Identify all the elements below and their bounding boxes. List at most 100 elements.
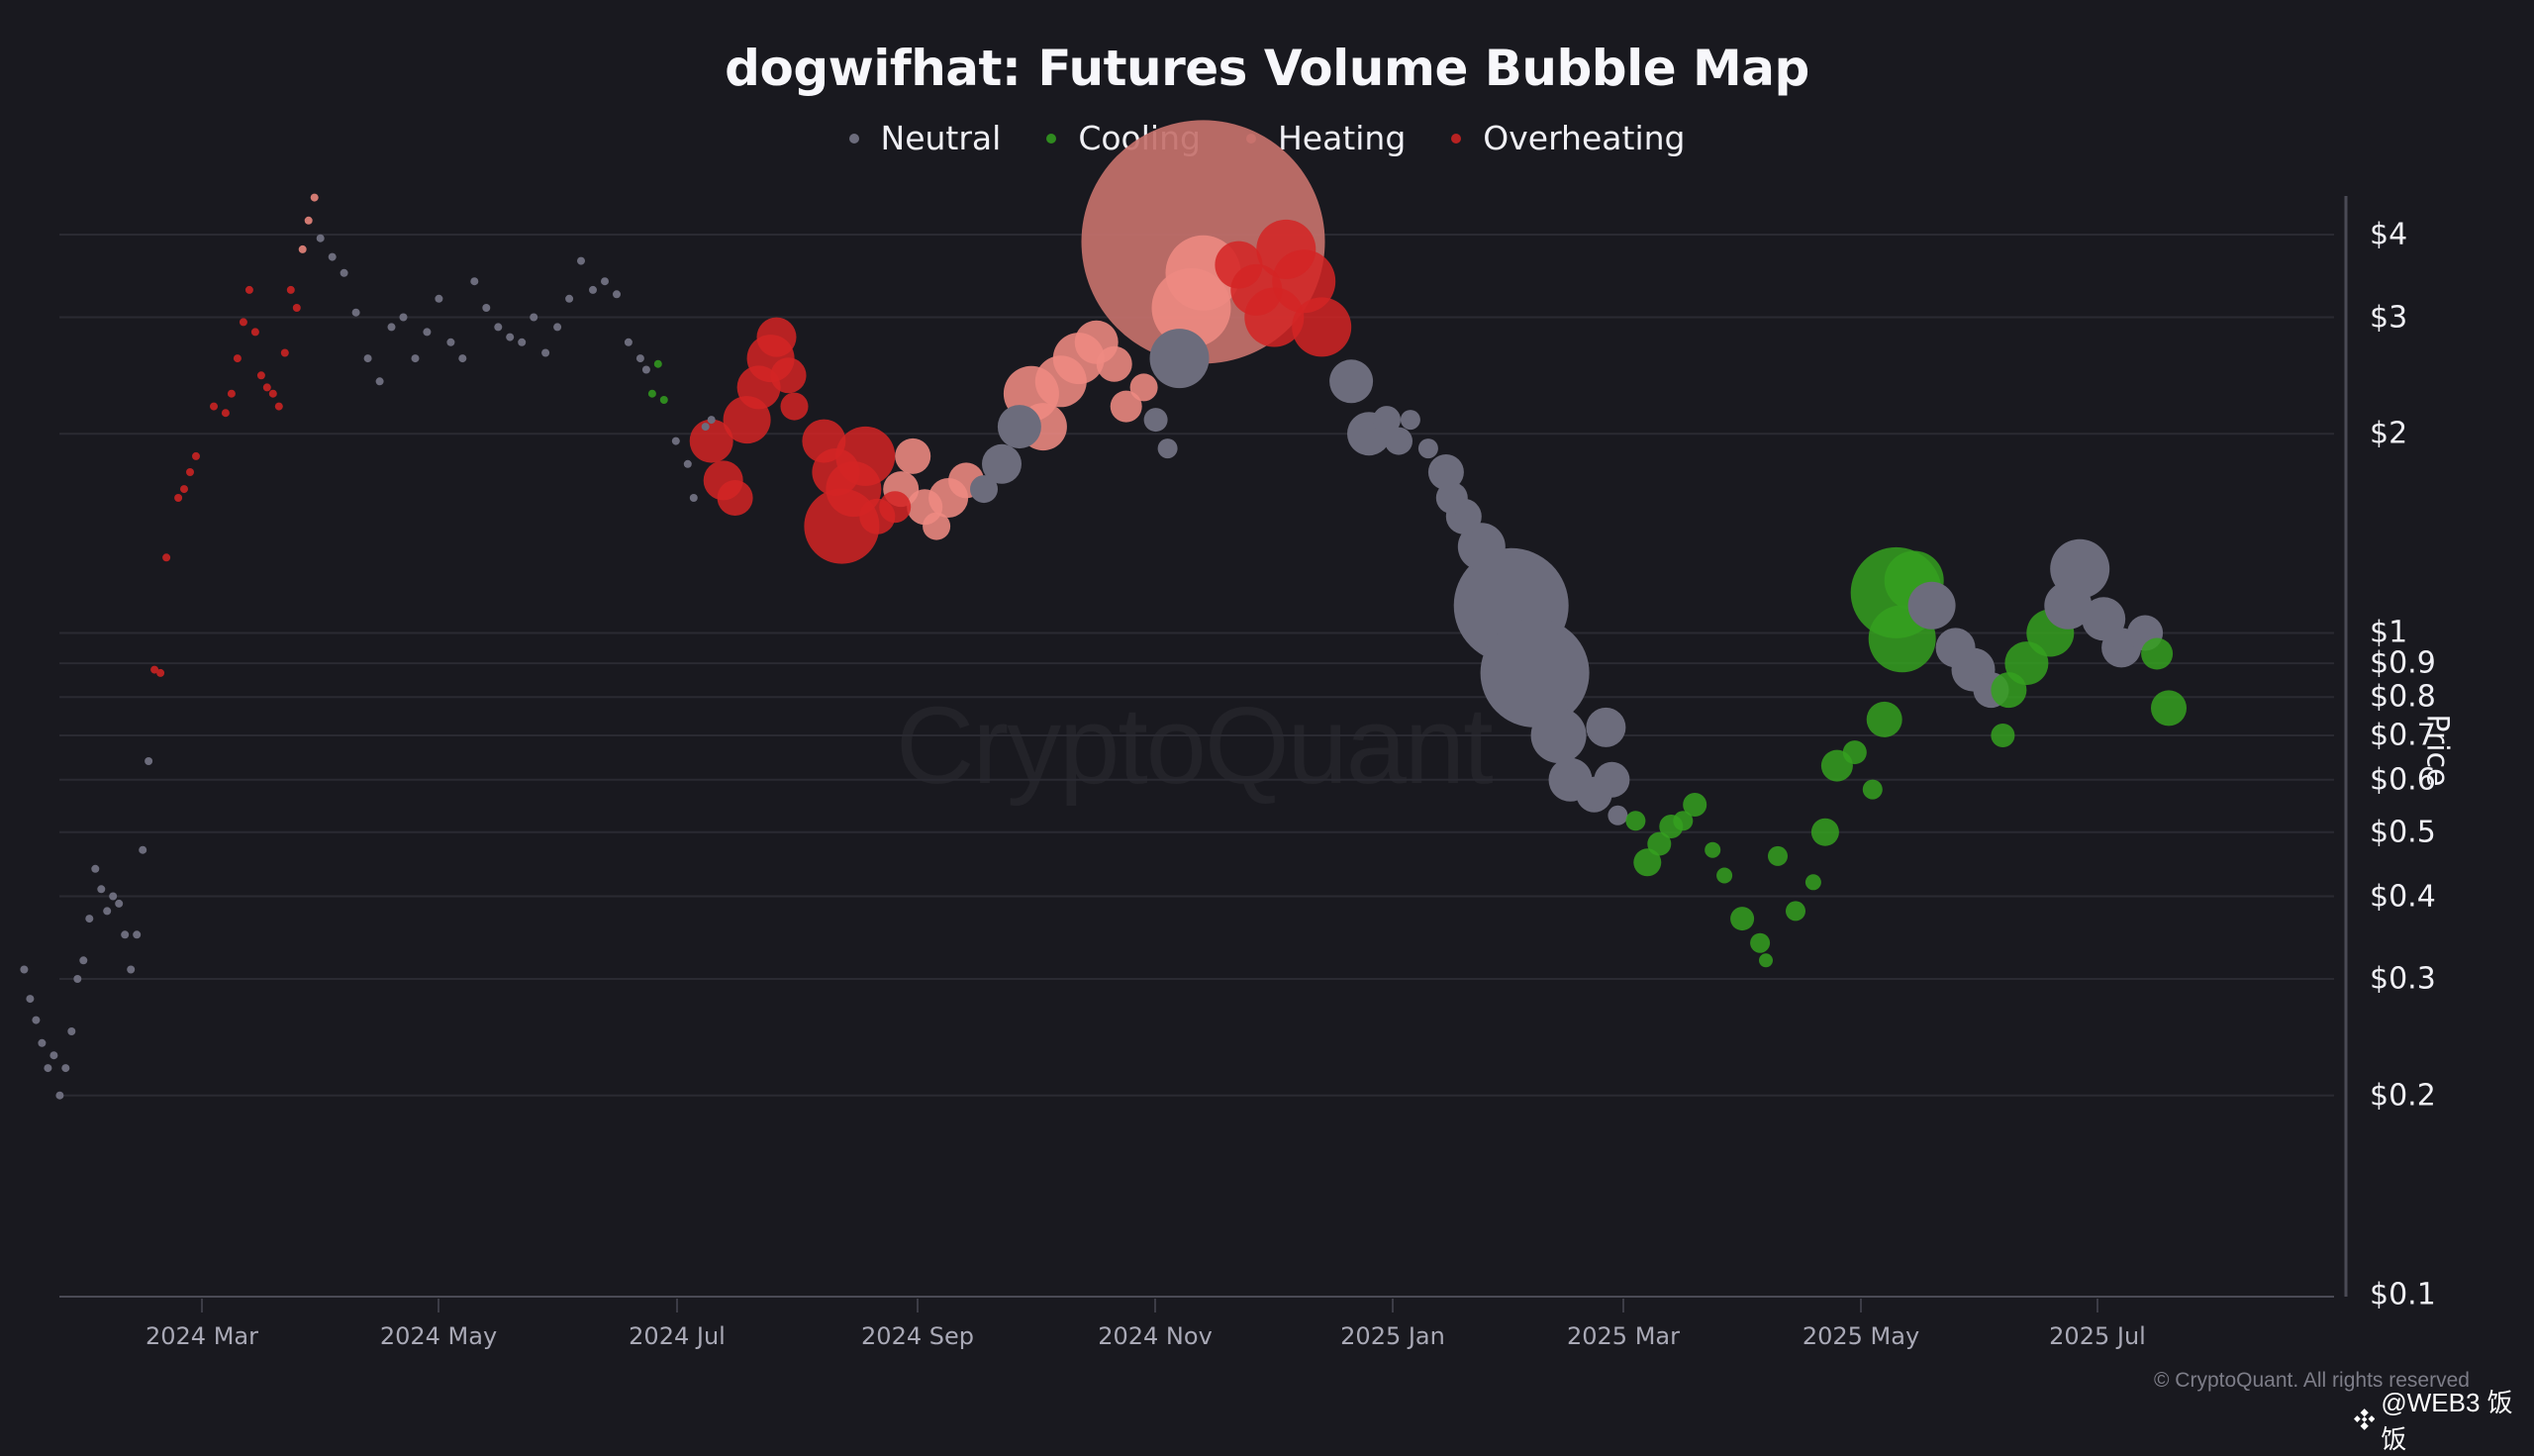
- bubble-neutral[interactable]: [518, 338, 527, 346]
- bubble-neutral[interactable]: [1373, 406, 1401, 435]
- bubble-overheating[interactable]: [233, 354, 242, 363]
- bubble-neutral[interactable]: [470, 277, 479, 286]
- bubble-neutral[interactable]: [103, 907, 112, 916]
- bubble-neutral[interactable]: [411, 354, 420, 363]
- bubble-neutral[interactable]: [85, 915, 94, 923]
- bubble-neutral[interactable]: [127, 965, 136, 974]
- bubble-overheating[interactable]: [150, 665, 159, 674]
- bubble-overheating[interactable]: [802, 419, 846, 463]
- bubble-overheating[interactable]: [1215, 241, 1263, 289]
- bubble-cooling[interactable]: [1786, 901, 1805, 922]
- bubble-neutral[interactable]: [387, 323, 396, 332]
- bubble-cooling[interactable]: [1866, 701, 1902, 737]
- bubble-neutral[interactable]: [1907, 581, 1956, 630]
- bubble-heating[interactable]: [1129, 373, 1158, 402]
- bubble-overheating[interactable]: [192, 451, 200, 460]
- bubble-neutral[interactable]: [1457, 523, 1506, 571]
- bubble-cooling[interactable]: [2141, 637, 2174, 670]
- bubble-neutral[interactable]: [635, 354, 644, 363]
- plot-area[interactable]: [0, 0, 2534, 1425]
- bubble-cooling[interactable]: [1625, 811, 1646, 831]
- bubble-neutral[interactable]: [97, 885, 106, 894]
- bubble-heating[interactable]: [310, 193, 319, 202]
- bubble-cooling[interactable]: [1683, 793, 1707, 817]
- bubble-neutral[interactable]: [589, 285, 597, 294]
- bubble-cooling[interactable]: [1716, 867, 1733, 884]
- bubble-neutral[interactable]: [115, 899, 124, 908]
- bubble-neutral[interactable]: [458, 354, 467, 363]
- bubble-overheating[interactable]: [770, 357, 807, 394]
- bubble-neutral[interactable]: [26, 995, 35, 1004]
- bubble-neutral[interactable]: [61, 1064, 70, 1073]
- bubble-neutral[interactable]: [435, 294, 443, 303]
- bubble-neutral[interactable]: [565, 294, 574, 303]
- bubble-neutral[interactable]: [1157, 438, 1178, 459]
- bubble-neutral[interactable]: [1149, 329, 1210, 389]
- bubble-neutral[interactable]: [577, 256, 585, 265]
- bubble-overheating[interactable]: [250, 328, 259, 337]
- bubble-neutral[interactable]: [970, 475, 998, 504]
- bubble-neutral[interactable]: [109, 892, 118, 901]
- bubble-overheating[interactable]: [156, 668, 165, 677]
- bubble-neutral[interactable]: [1417, 438, 1438, 459]
- bubble-neutral[interactable]: [32, 1016, 41, 1024]
- bubble-cooling[interactable]: [1730, 907, 1755, 931]
- bubble-cooling[interactable]: [1804, 874, 1821, 891]
- bubble-neutral[interactable]: [1480, 618, 1590, 728]
- bubble-neutral[interactable]: [328, 252, 337, 261]
- bubble-neutral[interactable]: [1400, 410, 1420, 431]
- bubble-overheating[interactable]: [162, 553, 171, 562]
- bubble-cooling[interactable]: [1991, 672, 2027, 709]
- bubble-neutral[interactable]: [91, 864, 100, 873]
- bubble-neutral[interactable]: [423, 328, 432, 337]
- bubble-overheating[interactable]: [256, 371, 265, 380]
- bubble-overheating[interactable]: [736, 365, 781, 410]
- bubble-neutral[interactable]: [121, 930, 130, 939]
- bubble-cooling[interactable]: [1768, 845, 1788, 866]
- bubble-series[interactable]: [20, 120, 2187, 1100]
- bubble-overheating[interactable]: [689, 419, 733, 463]
- bubble-neutral[interactable]: [641, 365, 650, 374]
- bubble-overheating[interactable]: [292, 304, 301, 312]
- bubble-neutral[interactable]: [1935, 628, 1976, 668]
- bubble-neutral[interactable]: [1427, 454, 1464, 490]
- legend-item-neutral[interactable]: Neutral: [848, 119, 1001, 157]
- bubble-heating[interactable]: [304, 216, 313, 225]
- bubble-cooling[interactable]: [1759, 953, 1773, 968]
- bubble-heating[interactable]: [298, 244, 307, 253]
- bubble-neutral[interactable]: [340, 268, 348, 277]
- bubble-overheating[interactable]: [244, 285, 253, 294]
- bubble-neutral[interactable]: [982, 443, 1022, 484]
- bubble-cooling[interactable]: [1862, 779, 1883, 800]
- bubble-heating[interactable]: [1110, 390, 1142, 423]
- bubble-heating[interactable]: [923, 512, 951, 540]
- bubble-cooling[interactable]: [1673, 811, 1694, 831]
- bubble-neutral[interactable]: [624, 338, 633, 346]
- bubble-neutral[interactable]: [1594, 761, 1630, 798]
- bubble-overheating[interactable]: [210, 402, 218, 411]
- bubble-overheating[interactable]: [227, 389, 236, 398]
- bubble-cooling[interactable]: [1633, 848, 1662, 877]
- bubble-neutral[interactable]: [133, 930, 142, 939]
- bubble-overheating[interactable]: [1256, 219, 1316, 279]
- legend-item-overheating[interactable]: Overheating: [1451, 119, 1685, 157]
- bubble-neutral[interactable]: [2044, 581, 2093, 630]
- bubble-neutral[interactable]: [20, 965, 29, 974]
- bubble-overheating[interactable]: [717, 480, 753, 516]
- bubble-neutral[interactable]: [399, 313, 408, 322]
- bubble-cooling[interactable]: [1647, 831, 1672, 856]
- bubble-neutral[interactable]: [482, 304, 491, 312]
- bubble-neutral[interactable]: [701, 423, 710, 432]
- bubble-neutral[interactable]: [351, 308, 360, 317]
- bubble-neutral[interactable]: [79, 956, 88, 965]
- bubble-neutral[interactable]: [601, 277, 609, 286]
- bubble-neutral[interactable]: [1530, 708, 1587, 763]
- bubble-cooling[interactable]: [653, 359, 662, 368]
- bubble-neutral[interactable]: [997, 405, 1041, 449]
- bubble-cooling[interactable]: [1810, 818, 1839, 846]
- bubble-neutral[interactable]: [689, 494, 698, 502]
- bubble-neutral[interactable]: [145, 757, 153, 765]
- bubble-overheating[interactable]: [221, 409, 230, 418]
- bubble-neutral[interactable]: [1586, 707, 1626, 747]
- bubble-cooling[interactable]: [647, 389, 656, 398]
